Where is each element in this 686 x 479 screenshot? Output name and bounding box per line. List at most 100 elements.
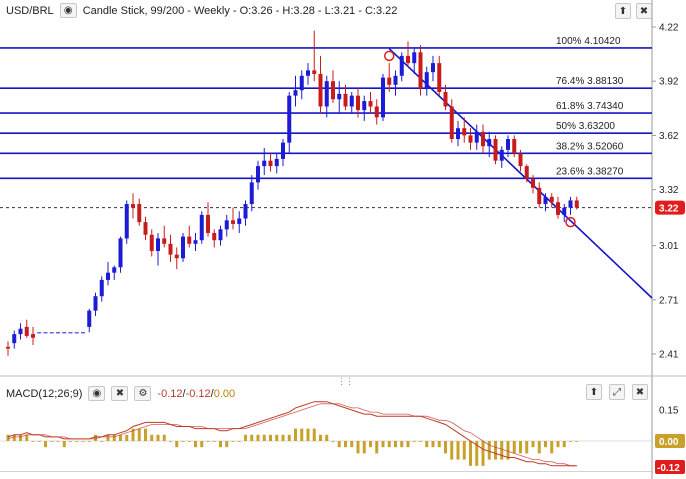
candle-body	[418, 52, 423, 89]
pivot-low-marker	[565, 216, 576, 228]
macd-histogram-bar	[319, 434, 322, 441]
close-icon[interactable]: ✖	[636, 3, 652, 19]
macd-histogram-bar	[519, 441, 522, 454]
gear-icon[interactable]: ⚙	[134, 386, 152, 401]
macd-histogram-bar	[487, 441, 491, 460]
price-tick-label: 3.62	[659, 131, 679, 142]
macd-histogram-bar	[344, 441, 347, 448]
candle-body	[199, 214, 204, 241]
candle-body	[568, 200, 573, 208]
macd-last-badge-label: -0.12	[657, 463, 680, 474]
macd-histogram-bar	[206, 441, 210, 442]
macd-histogram-bar	[237, 441, 241, 442]
pane-resize-handle[interactable]: ⋮⋮	[337, 376, 354, 386]
macd-histogram-bar	[456, 441, 460, 460]
fib-level-label: 61.8% 3.74340	[556, 101, 624, 112]
candle-body	[93, 296, 98, 311]
candle-body	[187, 236, 192, 244]
candle-body	[193, 240, 198, 244]
macd-histogram-bar	[119, 434, 122, 441]
move-up-icon[interactable]: ⬆	[586, 384, 602, 400]
candle-body	[562, 207, 567, 215]
candle-body	[312, 70, 317, 74]
macd-histogram-bar	[6, 434, 10, 441]
candle-body	[74, 332, 79, 334]
candle-body	[218, 229, 223, 241]
candle-body	[43, 332, 48, 334]
candle-body	[574, 200, 579, 208]
candle-body	[512, 139, 517, 154]
macd-tick-label: 0.15	[659, 406, 679, 417]
macd-histogram-bar	[200, 441, 204, 448]
candle-body	[424, 72, 429, 89]
macd-histogram-bar	[381, 441, 385, 448]
macd-histogram-bar	[494, 441, 497, 460]
macd-histogram-bar	[575, 441, 579, 442]
close-icon[interactable]: ✖	[632, 384, 648, 400]
macd-histogram-bar	[225, 441, 229, 448]
price-tick-label: 3.92	[659, 77, 679, 88]
candle-body	[106, 272, 110, 280]
price-tick-label: 2.71	[659, 295, 679, 306]
candle-body	[356, 95, 360, 111]
trendline	[388, 48, 653, 299]
candle-body	[331, 81, 335, 100]
macd-header: MACD(12;26;9) ◉ ✖ ⚙ -0.12/-0.12/0.00	[6, 386, 236, 401]
price-tick-label: 4.22	[659, 23, 679, 34]
candle-body	[287, 95, 292, 143]
candle-body	[499, 149, 504, 161]
macd-histogram-bar	[431, 441, 435, 448]
macd-histogram-bar	[244, 434, 247, 441]
last-price-badge	[655, 200, 685, 215]
macd-signal-line	[7, 403, 577, 467]
price-tick-label: 2.41	[659, 350, 679, 361]
candle-body	[62, 332, 67, 334]
candle-body	[518, 153, 523, 167]
macd-histogram-bar	[187, 441, 191, 442]
candle-body	[324, 81, 329, 107]
candle-body	[281, 142, 285, 159]
macd-histogram-bar	[131, 428, 135, 441]
macd-histogram-bar	[375, 441, 379, 454]
move-up-icon[interactable]: ⬆	[615, 3, 631, 19]
macd-histogram-bar	[412, 441, 416, 442]
macd-label: MACD(12;26;9)	[6, 387, 83, 400]
eye-icon[interactable]: ◉	[88, 386, 106, 401]
fib-level-label: 76.4% 3.88130	[556, 76, 624, 87]
macd-histogram-bar	[12, 434, 16, 441]
macd-histogram-bar	[219, 441, 222, 448]
candle-body	[387, 77, 392, 85]
macd-histogram-bar	[181, 441, 185, 442]
candle-body	[406, 55, 410, 64]
candle-body	[37, 332, 42, 334]
macd-histogram-bar	[175, 441, 179, 448]
candle-body	[262, 160, 267, 167]
candle-body	[412, 52, 417, 64]
macd-histogram-bar	[350, 441, 354, 448]
macd-histogram-bar	[212, 441, 216, 442]
macd-histogram-bar	[37, 441, 41, 442]
candle-body	[493, 139, 498, 161]
candle-body	[81, 332, 85, 334]
macd-histogram-bar	[512, 441, 516, 454]
candle-body	[556, 202, 560, 215]
macd-histogram-bar	[337, 441, 341, 448]
candle-body	[68, 332, 73, 334]
macd-histogram-bar	[106, 434, 110, 441]
eye-icon[interactable]: ◉	[59, 3, 77, 18]
macd-histogram-bar	[562, 441, 566, 448]
macd-histogram-bar	[400, 441, 404, 448]
expand-icon[interactable]: ⤢	[609, 384, 625, 400]
close-icon[interactable]: ✖	[111, 386, 129, 401]
macd-histogram-bar	[406, 441, 410, 448]
macd-histogram-bar	[300, 428, 304, 441]
macd-histogram-bar	[394, 441, 397, 448]
candle-body	[143, 222, 148, 235]
candle-body	[6, 346, 10, 349]
macd-histogram-bar	[162, 434, 166, 441]
price-tick-label: 3.01	[659, 241, 679, 252]
candle-body	[399, 55, 404, 76]
macd-histogram-bar	[531, 441, 535, 448]
candle-body	[368, 101, 373, 107]
candle-body	[456, 128, 460, 140]
